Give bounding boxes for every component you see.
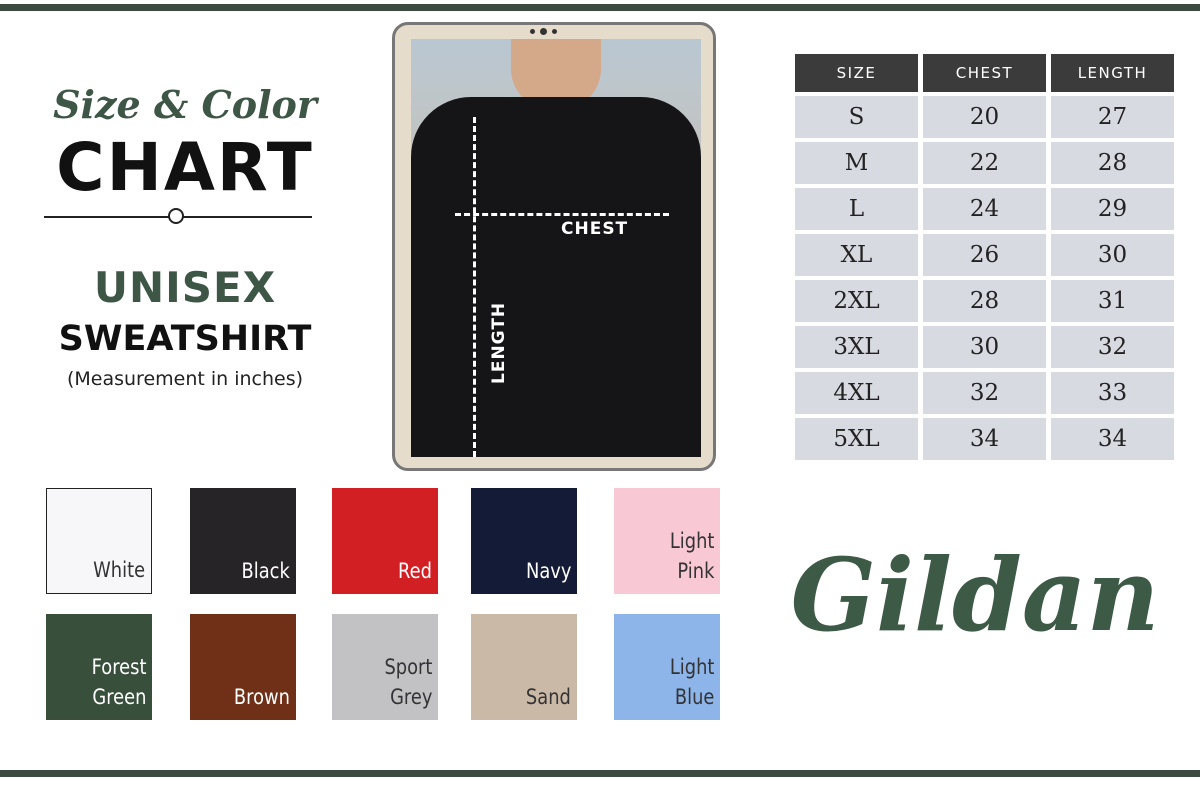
- bottom-border: [0, 770, 1200, 777]
- table-cell: 5XL: [795, 418, 918, 460]
- camera-icon: [540, 28, 547, 35]
- table-cell: 4XL: [795, 372, 918, 414]
- color-swatch-navy: Navy: [471, 488, 577, 594]
- color-name: Forest Green: [91, 655, 146, 709]
- color-name: Brown: [233, 685, 290, 709]
- table-cell: S: [795, 96, 918, 138]
- table-row: L 24 29: [795, 188, 1174, 230]
- table-row: 3XL 30 32: [795, 326, 1174, 368]
- camera-dot: [552, 29, 557, 34]
- chest-label: CHEST: [561, 219, 629, 239]
- table-cell: 34: [923, 418, 1046, 460]
- size-table: SIZE CHEST LENGTH S 20 27 M 22 28 L 24 29 XL 26 30 2XL…: [790, 50, 1179, 464]
- table-cell: M: [795, 142, 918, 184]
- color-swatch-sand: Sand: [471, 614, 577, 720]
- column-header: LENGTH: [1051, 54, 1174, 92]
- color-swatch-brown: Brown: [190, 614, 296, 720]
- table-cell: 29: [1051, 188, 1174, 230]
- product-gender: UNISEX: [93, 263, 277, 312]
- table-cell: 26: [923, 234, 1046, 276]
- table-row: M 22 28: [795, 142, 1174, 184]
- color-swatch-light-blue: Light Blue: [614, 614, 720, 720]
- color-swatch-light-pink: Light Pink: [614, 488, 720, 594]
- table-row: 5XL 34 34: [795, 418, 1174, 460]
- ornament-icon: [168, 208, 184, 224]
- table-cell: 34: [1051, 418, 1174, 460]
- table-row: 4XL 32 33: [795, 372, 1174, 414]
- table-cell: 3XL: [795, 326, 918, 368]
- color-swatch-red: Red: [332, 488, 438, 594]
- color-swatch-black: Black: [190, 488, 296, 594]
- model-photo: CHEST LENGTH: [411, 39, 701, 457]
- title-main: CHART: [56, 129, 314, 206]
- brand-logo: Gildan: [790, 536, 1160, 654]
- table-cell: L: [795, 188, 918, 230]
- camera-dot: [530, 29, 535, 34]
- color-name: Red: [398, 559, 432, 583]
- column-header: CHEST: [923, 54, 1046, 92]
- title-script: Size & Color: [53, 82, 317, 127]
- color-name: Black: [241, 559, 290, 583]
- length-label: LENGTH: [489, 301, 509, 384]
- table-cell: 24: [923, 188, 1046, 230]
- table-cell: 31: [1051, 280, 1174, 322]
- table-cell: 32: [1051, 326, 1174, 368]
- color-name: Sport Grey: [384, 655, 432, 709]
- color-name: Light Blue: [669, 655, 714, 709]
- tablet-frame: CHEST LENGTH: [392, 22, 716, 471]
- table-cell: 20: [923, 96, 1046, 138]
- table-row: 2XL 28 31: [795, 280, 1174, 322]
- product-type: SWEATSHIRT: [58, 319, 312, 359]
- table-row: S 20 27: [795, 96, 1174, 138]
- table-cell: 30: [923, 326, 1046, 368]
- color-name: Sand: [526, 685, 571, 709]
- table-row: XL 26 30: [795, 234, 1174, 276]
- chest-measure-line: [455, 213, 669, 216]
- table-cell: 33: [1051, 372, 1174, 414]
- table-cell: XL: [795, 234, 918, 276]
- color-name: Navy: [525, 559, 571, 583]
- top-border: [0, 4, 1200, 11]
- length-measure-line: [473, 117, 476, 457]
- table-cell: 32: [923, 372, 1046, 414]
- color-swatch-forest-green: Forest Green: [46, 614, 152, 720]
- table-cell: 30: [1051, 234, 1174, 276]
- color-name: Light Pink: [669, 529, 714, 583]
- color-swatch-sport-grey: Sport Grey: [332, 614, 438, 720]
- table-cell: 28: [923, 280, 1046, 322]
- measurement-note: (Measurement in inches): [66, 368, 304, 390]
- color-name: White: [93, 558, 145, 582]
- sweatshirt-image: [411, 97, 701, 457]
- column-header: SIZE: [795, 54, 918, 92]
- table-cell: 28: [1051, 142, 1174, 184]
- table-cell: 2XL: [795, 280, 918, 322]
- table-cell: 22: [923, 142, 1046, 184]
- color-swatch-white: White: [46, 488, 152, 594]
- table-cell: 27: [1051, 96, 1174, 138]
